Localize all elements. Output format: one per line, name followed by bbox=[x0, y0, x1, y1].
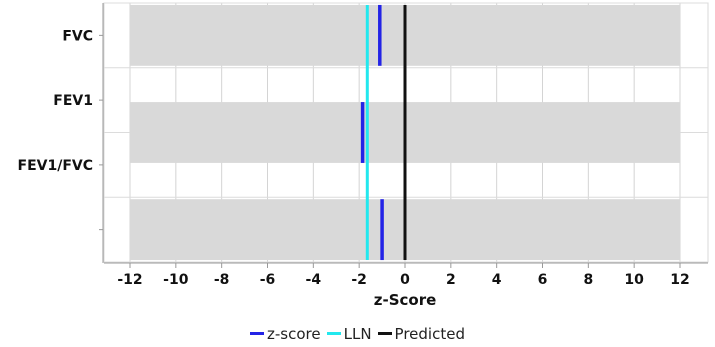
x-tick-label: 6 bbox=[538, 272, 548, 288]
x-tick-label: 8 bbox=[583, 272, 593, 288]
legend-item: z-score bbox=[250, 325, 321, 343]
legend-label: LLN bbox=[343, 324, 372, 343]
y-category-label: FEV1 bbox=[53, 93, 93, 109]
x-tick-label: -4 bbox=[306, 272, 322, 288]
x-tick-label: -2 bbox=[351, 272, 367, 288]
x-tick-label: 4 bbox=[492, 272, 502, 288]
y-category-labels: FVC FEV1 FEV1/FVC bbox=[18, 28, 94, 174]
x-tick-labels: -12 -10 -8 -6 -4 -2 0 2 4 6 8 10 12 bbox=[117, 272, 689, 288]
x-tick-label: -10 bbox=[163, 272, 189, 288]
x-axis-title: z-Score bbox=[374, 291, 437, 309]
x-tick-label: 0 bbox=[400, 272, 410, 288]
legend-item: LLN bbox=[326, 324, 372, 343]
y-category-label: FVC bbox=[62, 28, 93, 44]
x-tick-label: 12 bbox=[670, 272, 689, 288]
x-tick-label: 10 bbox=[624, 272, 644, 288]
legend-item: Predicted bbox=[377, 324, 465, 343]
series-lines bbox=[360, 4, 407, 261]
y-category-label: FEV1/FVC bbox=[18, 158, 94, 174]
x-tick-label: -6 bbox=[260, 272, 276, 288]
legend-swatch bbox=[377, 332, 392, 335]
axes bbox=[99, 3, 708, 268]
legend-swatch bbox=[250, 332, 265, 335]
x-tick-label: -8 bbox=[214, 272, 230, 288]
legend-label: z-score bbox=[267, 324, 321, 343]
legend-swatch bbox=[326, 332, 341, 335]
legend-label: Predicted bbox=[394, 324, 465, 343]
legend: z-score LLN Predicted bbox=[0, 321, 715, 343]
x-tick-label: 2 bbox=[446, 272, 456, 288]
x-tick-label: -12 bbox=[117, 272, 142, 288]
